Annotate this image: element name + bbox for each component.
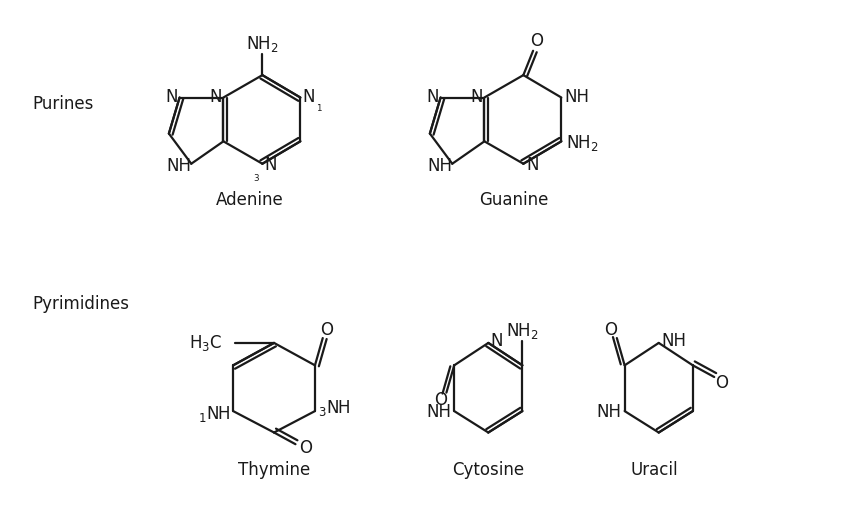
- Text: N: N: [470, 88, 483, 106]
- Text: NH: NH: [661, 332, 687, 350]
- Text: NH: NH: [564, 88, 589, 106]
- Text: NH: NH: [167, 157, 191, 175]
- Text: N: N: [490, 332, 502, 350]
- Text: N: N: [426, 88, 439, 106]
- Text: NH: NH: [597, 403, 621, 421]
- Text: N: N: [165, 88, 178, 106]
- Text: O: O: [604, 321, 617, 339]
- Text: O: O: [320, 321, 333, 339]
- Text: N: N: [303, 88, 314, 106]
- Text: O: O: [530, 32, 543, 50]
- Text: Adenine: Adenine: [216, 191, 284, 209]
- Text: Uracil: Uracil: [630, 460, 677, 478]
- Text: N: N: [264, 156, 277, 174]
- Text: $_1$NH: $_1$NH: [197, 404, 230, 424]
- Text: Guanine: Guanine: [479, 191, 548, 209]
- Text: N: N: [526, 156, 539, 174]
- Text: H$_3$C: H$_3$C: [190, 333, 223, 353]
- Text: $_3$NH: $_3$NH: [318, 398, 350, 418]
- Text: N: N: [209, 88, 222, 106]
- Text: O: O: [298, 439, 312, 457]
- Text: NH: NH: [428, 157, 452, 175]
- Text: NH$_2$: NH$_2$: [566, 133, 599, 153]
- Text: $_3$: $_3$: [253, 171, 260, 184]
- Text: Purines: Purines: [32, 96, 94, 113]
- Text: NH$_2$: NH$_2$: [506, 321, 539, 341]
- Text: NH$_2$: NH$_2$: [246, 34, 279, 54]
- Text: Pyrimidines: Pyrimidines: [32, 295, 129, 313]
- Text: NH: NH: [427, 403, 451, 421]
- Text: $_1$: $_1$: [316, 101, 323, 114]
- Text: O: O: [434, 391, 447, 409]
- Text: Thymine: Thymine: [238, 460, 310, 478]
- Text: O: O: [716, 374, 728, 392]
- Text: Cytosine: Cytosine: [452, 460, 524, 478]
